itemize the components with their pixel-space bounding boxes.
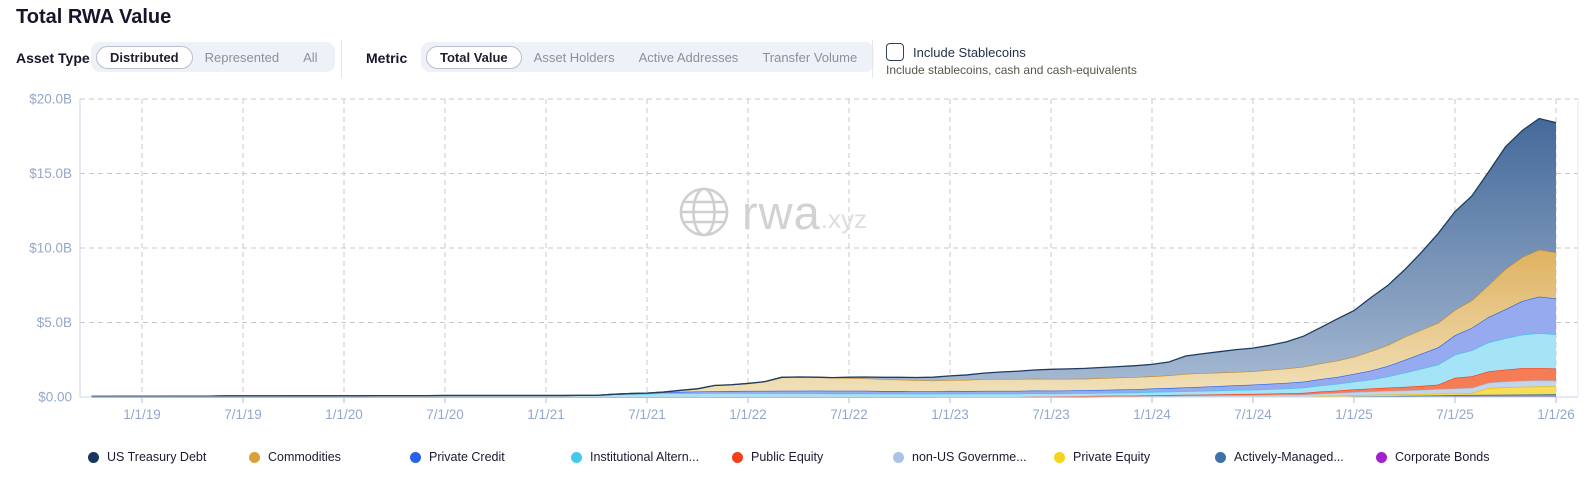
legend-item-us_treasury_debt[interactable]: US Treasury Debt — [88, 450, 249, 464]
x-tick-label: 1/1/20 — [325, 407, 363, 422]
legend-item-public_equity[interactable]: Public Equity — [732, 450, 893, 464]
controls-bar: Asset Type Distributed Represented All Met… — [0, 40, 1586, 84]
x-tick-label: 1/1/19 — [123, 407, 161, 422]
metric-label: Metric — [366, 50, 408, 66]
legend-item-private_credit[interactable]: Private Credit — [410, 450, 571, 464]
asset-type-option-distributed[interactable]: Distributed — [96, 45, 193, 69]
x-tick-label: 7/1/23 — [1032, 407, 1070, 422]
metric-segmented-control: Total Value Asset Holders Active Addresses… — [421, 42, 875, 72]
asset-type-option-all[interactable]: All — [303, 49, 318, 65]
line-us_treasury_debt — [91, 117, 1557, 398]
private_credit-legend-dot — [410, 451, 421, 463]
legend-item-commodities[interactable]: Commodities — [249, 450, 410, 464]
y-tick-label: $10.0B — [29, 241, 72, 256]
y-tick-label: $5.0B — [37, 315, 72, 330]
divider — [872, 40, 873, 78]
legend-item-private_equity[interactable]: Private Equity — [1054, 450, 1215, 464]
institutional_alternative-legend-dot — [571, 451, 582, 463]
metric-option-asset-holders[interactable]: Asset Holders — [533, 49, 615, 65]
include-stablecoins-description: Include stablecoins, cash and cash-equiv… — [886, 63, 1137, 77]
x-tick-label: 7/1/21 — [628, 407, 666, 422]
chart-legend: US Treasury Debt Commodities Private Credi… — [88, 444, 1537, 470]
legend-label: Commodities — [268, 450, 341, 464]
include-stablecoins-row: Include Stablecoins — [886, 43, 1026, 61]
legend-label: non-US Governme... — [912, 450, 1027, 464]
metric-option-transfer-volume[interactable]: Transfer Volume — [762, 49, 858, 65]
legend-label: Institutional Altern... — [590, 450, 700, 464]
x-tick-label: 1/1/21 — [527, 407, 565, 422]
legend-label: Public Equity — [751, 450, 824, 464]
x-tick-label: 1/1/24 — [1133, 407, 1171, 422]
public_equity-legend-dot — [732, 451, 743, 463]
asset-type-option-represented[interactable]: Represented — [204, 49, 280, 65]
us_treasury_debt-legend-dot — [88, 451, 99, 463]
page-title: Total RWA Value — [16, 6, 172, 28]
y-tick-label: $0.00 — [38, 390, 72, 405]
chart-area[interactable]: 1/1/19 7/1/19 1/1/20 7/1/20 1/1/21 7/1/21 1/1/… — [0, 88, 1586, 440]
actively_managed-legend-dot — [1215, 451, 1226, 463]
legend-item-institutional_alternative[interactable]: Institutional Altern... — [571, 450, 732, 464]
x-tick-label: 7/1/25 — [1436, 407, 1474, 422]
y-tick-label: $15.0B — [29, 166, 72, 181]
metric-option-active-addresses[interactable]: Active Addresses — [638, 49, 739, 65]
legend-label: US Treasury Debt — [107, 450, 207, 464]
asset-type-segmented-control: Distributed Represented All — [91, 42, 335, 72]
stacked-area-chart[interactable]: 1/1/19 7/1/19 1/1/20 7/1/20 1/1/21 7/1/21 1/1/… — [0, 88, 1586, 445]
x-tick-label: 7/1/20 — [426, 407, 464, 422]
x-tick-label: 1/1/25 — [1335, 407, 1373, 422]
x-tick-label: 7/1/24 — [1234, 407, 1272, 422]
x-tick-label: 1/1/22 — [729, 407, 767, 422]
legend-label: Private Equity — [1073, 450, 1151, 464]
x-tick-label: 7/1/19 — [224, 407, 262, 422]
legend-label: Private Credit — [429, 450, 505, 464]
x-tick-label: 7/1/22 — [830, 407, 868, 422]
x-tick-label: 1/1/23 — [931, 407, 969, 422]
non_us_government_debt-legend-dot — [893, 451, 904, 463]
legend-item-non_us_government_debt[interactable]: non-US Governme... — [893, 450, 1054, 464]
metric-option-total-value[interactable]: Total Value — [426, 45, 522, 69]
legend-label: Actively-Managed... — [1234, 450, 1344, 464]
asset-type-label: Asset Type — [16, 50, 90, 66]
corporate_bonds-legend-dot — [1376, 451, 1387, 463]
divider — [341, 40, 342, 78]
legend-label: Corporate Bonds — [1395, 450, 1490, 464]
include-stablecoins-label: Include Stablecoins — [913, 44, 1026, 60]
y-tick-label: $20.0B — [29, 92, 72, 107]
private_equity-legend-dot — [1054, 451, 1065, 463]
legend-item-corporate_bonds[interactable]: Corporate Bonds — [1376, 450, 1537, 464]
area-us_treasury_debt — [91, 118, 1556, 397]
legend-item-actively_managed[interactable]: Actively-Managed... — [1215, 450, 1376, 464]
commodities-legend-dot — [249, 451, 260, 463]
x-tick-label: 1/1/26 — [1537, 407, 1575, 422]
include-stablecoins-checkbox[interactable] — [886, 43, 904, 61]
